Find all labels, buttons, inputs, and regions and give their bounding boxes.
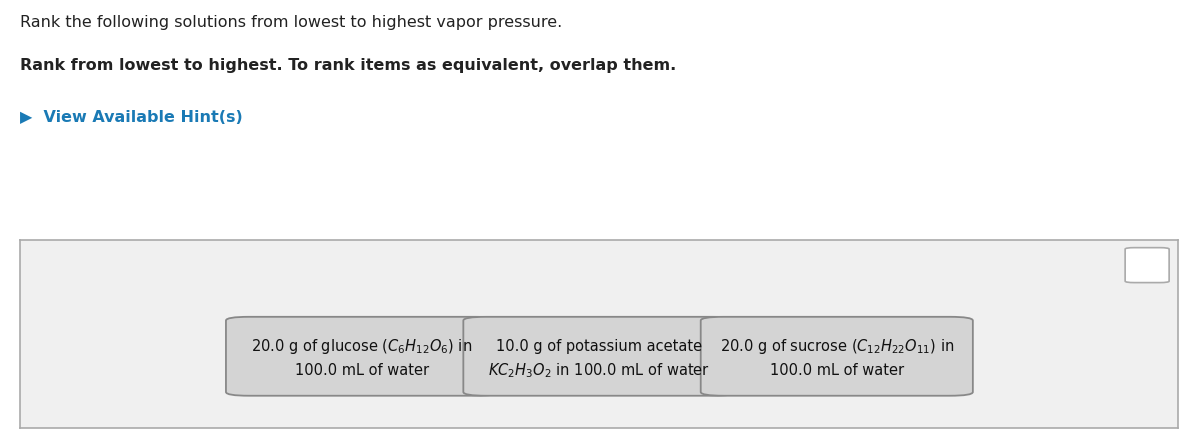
Text: $KC_2H_3O_2$ in 100.0 mL of water: $KC_2H_3O_2$ in 100.0 mL of water — [488, 361, 710, 380]
Text: 100.0 mL of water: 100.0 mL of water — [295, 363, 430, 378]
Text: Rank the following solutions from lowest to highest vapor pressure.: Rank the following solutions from lowest… — [20, 15, 563, 30]
Text: 20.0 g of glucose $(C_6H_{12}O_6)$ in: 20.0 g of glucose $(C_6H_{12}O_6)$ in — [252, 337, 473, 356]
FancyBboxPatch shape — [463, 317, 736, 396]
Text: 100.0 mL of water: 100.0 mL of water — [769, 363, 904, 378]
Text: Rank from lowest to highest. To rank items as equivalent, overlap them.: Rank from lowest to highest. To rank ite… — [20, 58, 677, 73]
Text: 20.0 g of sucrose $(C_{12}H_{22}O_{11})$ in: 20.0 g of sucrose $(C_{12}H_{22}O_{11})$… — [720, 337, 954, 356]
FancyBboxPatch shape — [226, 317, 498, 396]
Text: ▶  View Available Hint(s): ▶ View Available Hint(s) — [20, 110, 244, 125]
FancyBboxPatch shape — [701, 317, 973, 396]
FancyBboxPatch shape — [1126, 248, 1169, 283]
Text: 10.0 g of potassium acetate: 10.0 g of potassium acetate — [497, 339, 702, 354]
